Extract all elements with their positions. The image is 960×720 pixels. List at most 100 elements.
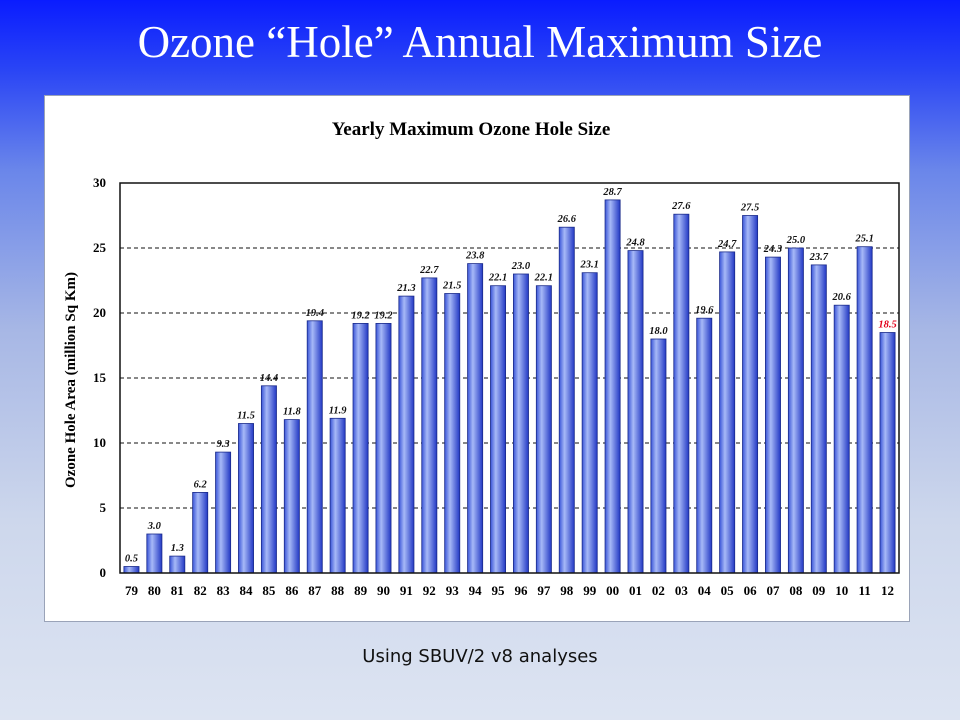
data-label: 22.1 (488, 273, 507, 284)
y-tick-label: 30 (93, 175, 106, 190)
data-label: 11.5 (237, 411, 255, 422)
x-tick-label: 98 (560, 583, 574, 598)
bar (833, 304, 850, 574)
x-tick-label: 96 (514, 583, 528, 598)
plot-frame (119, 182, 900, 574)
bar (398, 295, 415, 574)
x-tick-label: 85 (262, 583, 276, 598)
x-tick-label: 93 (446, 583, 460, 598)
x-tick-label: 00 (606, 583, 619, 598)
bar (375, 322, 392, 574)
x-tick-label: 79 (125, 583, 138, 598)
data-label: 24.8 (625, 238, 645, 249)
bar (879, 332, 896, 574)
bar (558, 226, 575, 574)
x-tick-label: 02 (652, 583, 665, 598)
y-axis-title: Ozone Hole Area (million Sq Km) (63, 272, 79, 488)
x-tick-label: 09 (812, 583, 826, 598)
data-label: 11.8 (283, 407, 302, 418)
bar-chart: Yearly Maximum Ozone Hole Size Ozone Hol… (63, 119, 900, 598)
bar (650, 338, 667, 574)
data-label: 24.3 (763, 244, 782, 255)
data-label: 24.7 (717, 239, 737, 250)
x-tick-label: 12 (881, 583, 894, 598)
x-tick-label: 86 (285, 583, 299, 598)
x-tick-label: 84 (240, 583, 254, 598)
data-label: 3.0 (147, 521, 162, 532)
x-tick-label: 11 (858, 583, 870, 598)
bar (146, 533, 163, 574)
data-label: 6.2 (194, 479, 208, 490)
x-tick-label: 88 (331, 583, 345, 598)
x-tick-label: 07 (766, 583, 780, 598)
data-label: 22.7 (419, 265, 439, 276)
bar (123, 566, 140, 574)
bar (696, 317, 713, 574)
bar (192, 491, 209, 574)
x-tick-label: 03 (675, 583, 689, 598)
bar (535, 285, 552, 574)
x-tick-label: 81 (171, 583, 184, 598)
data-label: 25.1 (854, 234, 873, 245)
bar (787, 247, 804, 574)
data-label: 9.3 (217, 439, 230, 450)
data-label: 21.3 (396, 283, 415, 294)
bar (444, 293, 461, 574)
data-label: 27.5 (740, 203, 759, 214)
data-label: 22.1 (534, 273, 553, 284)
x-tick-label: 10 (835, 583, 848, 598)
y-tick-label: 25 (93, 240, 107, 255)
x-tick-label: 82 (194, 583, 207, 598)
x-tick-label: 04 (698, 583, 712, 598)
bar (581, 272, 598, 574)
bar (512, 273, 529, 574)
bar (329, 417, 346, 574)
bar (215, 451, 232, 574)
x-tick-label: 06 (744, 583, 758, 598)
data-label: 25.0 (786, 235, 806, 246)
x-tick-label: 92 (423, 583, 436, 598)
data-label: 27.6 (671, 201, 691, 212)
data-label: 18.0 (649, 326, 668, 337)
x-tick-label: 90 (377, 583, 390, 598)
bar (467, 263, 484, 574)
x-tick-label: 94 (469, 583, 483, 598)
y-tick-label: 15 (93, 370, 107, 385)
y-tick-label: 10 (93, 435, 106, 450)
x-tick-label: 95 (492, 583, 506, 598)
y-tick-label: 5 (100, 500, 107, 515)
data-label: 11.9 (329, 405, 348, 416)
x-tick-label: 01 (629, 583, 642, 598)
data-label: 26.6 (557, 214, 577, 225)
data-label: 19.4 (306, 308, 324, 319)
x-tick-label: 99 (583, 583, 597, 598)
data-label: 14.4 (260, 373, 278, 384)
slide-title: Ozone “Hole” Annual Maximum Size (137, 17, 823, 67)
bar (169, 555, 186, 574)
x-tick-label: 80 (148, 583, 161, 598)
data-label: 21.5 (442, 281, 461, 292)
x-tick-label: 87 (308, 583, 322, 598)
chart-title: Yearly Maximum Ozone Hole Size (332, 119, 611, 140)
bar (604, 199, 621, 574)
bar (810, 264, 827, 574)
caption: Using SBUV/2 v8 analyses (362, 646, 598, 667)
data-label: 19.2 (374, 310, 393, 321)
x-tick-label: 83 (217, 583, 231, 598)
data-label: 28.7 (602, 187, 622, 198)
data-label: 23.8 (465, 251, 485, 262)
x-tick-label: 89 (354, 583, 368, 598)
bar (765, 256, 781, 574)
bar (421, 277, 438, 574)
chart-panel: Yearly Maximum Ozone Hole Size Ozone Hol… (44, 95, 910, 622)
bar (719, 251, 736, 574)
bar (742, 215, 759, 574)
data-label: 23.7 (809, 252, 829, 263)
data-label: 19.2 (351, 310, 370, 321)
data-label: 18.5 (878, 320, 896, 331)
data-label: 20.6 (832, 292, 852, 303)
y-tick-label: 20 (93, 305, 106, 320)
x-tick-label: 97 (537, 583, 551, 598)
bar (627, 250, 644, 574)
data-label: 23.0 (511, 261, 531, 272)
